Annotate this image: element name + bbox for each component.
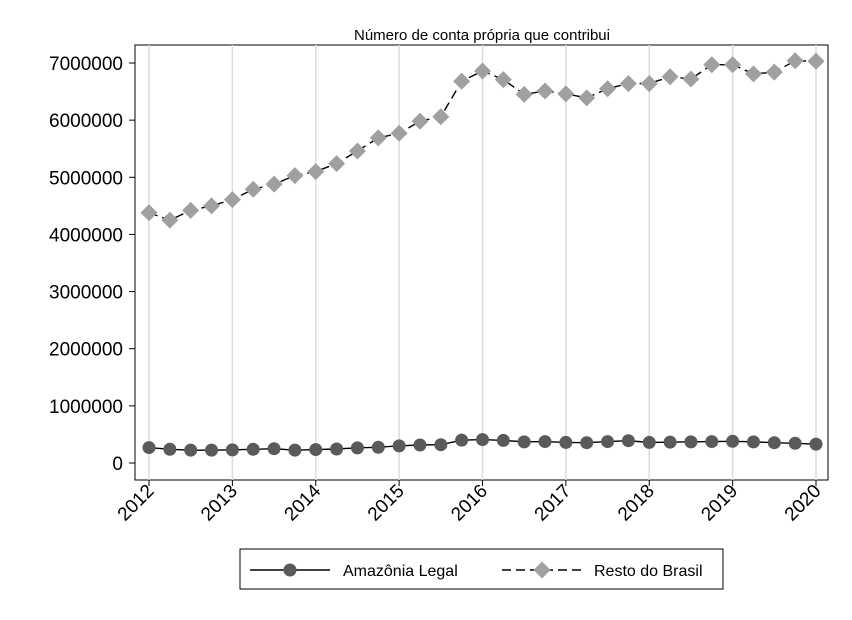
data-point bbox=[474, 62, 491, 80]
chart-title: Número de conta própria que contribui bbox=[354, 27, 610, 44]
data-point bbox=[765, 63, 783, 81]
series-amazonia-legal bbox=[142, 433, 823, 457]
data-point bbox=[619, 75, 637, 93]
data-point bbox=[184, 443, 198, 457]
data-point bbox=[246, 442, 260, 456]
x-tick-label: 2015 bbox=[364, 481, 409, 526]
data-point bbox=[453, 72, 471, 90]
data-point bbox=[809, 437, 823, 451]
data-point bbox=[642, 435, 656, 449]
plot-area bbox=[134, 44, 829, 481]
legend-marker bbox=[283, 563, 297, 577]
data-point bbox=[392, 439, 406, 453]
data-point bbox=[517, 435, 531, 449]
y-tick-label: 2000000 bbox=[49, 340, 123, 361]
y-tick-label: 0 bbox=[112, 454, 123, 475]
data-point bbox=[142, 441, 156, 455]
data-point bbox=[432, 108, 450, 126]
data-point bbox=[267, 442, 281, 456]
data-point bbox=[807, 52, 825, 70]
data-point bbox=[601, 435, 615, 449]
data-point bbox=[580, 436, 594, 450]
data-point bbox=[205, 443, 219, 457]
x-tick-label: 2013 bbox=[197, 481, 242, 526]
grid bbox=[148, 45, 817, 480]
data-point bbox=[244, 180, 262, 198]
data-point bbox=[223, 191, 241, 209]
x-tick-label: 2019 bbox=[697, 481, 742, 526]
data-point bbox=[286, 167, 304, 185]
data-point bbox=[140, 204, 158, 222]
data-point bbox=[494, 71, 512, 89]
data-point bbox=[182, 201, 200, 219]
data-point bbox=[788, 436, 802, 450]
data-point bbox=[767, 436, 781, 450]
data-point bbox=[663, 435, 677, 449]
data-point bbox=[369, 129, 387, 147]
data-point bbox=[434, 438, 448, 452]
data-point bbox=[515, 85, 533, 103]
data-point bbox=[599, 80, 617, 98]
data-point bbox=[661, 68, 679, 86]
data-point bbox=[413, 438, 427, 452]
data-point bbox=[476, 433, 489, 447]
data-point bbox=[640, 75, 658, 93]
legend-box bbox=[239, 548, 724, 590]
data-point bbox=[621, 434, 635, 448]
y-tick-label: 5000000 bbox=[49, 168, 123, 189]
data-point bbox=[746, 435, 760, 449]
data-point bbox=[744, 65, 762, 83]
legend-label: Resto do Brasil bbox=[594, 563, 703, 580]
x-tick-label: 2012 bbox=[114, 481, 159, 526]
data-point bbox=[371, 440, 385, 454]
x-tick-label: 2018 bbox=[614, 481, 659, 526]
data-point bbox=[161, 211, 179, 229]
data-point bbox=[411, 112, 429, 130]
data-point bbox=[265, 175, 283, 193]
data-point bbox=[225, 443, 239, 457]
y-tick-label: 3000000 bbox=[49, 283, 123, 304]
data-point bbox=[163, 442, 177, 456]
data-point bbox=[309, 443, 323, 457]
x-tick-label: 2014 bbox=[281, 480, 326, 525]
data-point bbox=[786, 52, 804, 70]
data-point bbox=[496, 433, 510, 447]
x-tick-label: 2017 bbox=[531, 481, 576, 526]
data-point bbox=[288, 443, 302, 457]
y-tick-label: 6000000 bbox=[49, 111, 123, 132]
data-point bbox=[536, 82, 554, 100]
x-tick-label: 2020 bbox=[781, 481, 826, 526]
legend-marker bbox=[533, 561, 551, 579]
series-layer bbox=[140, 52, 825, 457]
data-point bbox=[684, 435, 698, 449]
data-point bbox=[578, 89, 596, 107]
legend: Amazônia Legal Resto do Brasil bbox=[239, 548, 724, 590]
data-point bbox=[330, 442, 344, 456]
data-point bbox=[557, 85, 575, 103]
data-point bbox=[455, 433, 469, 447]
data-point bbox=[559, 435, 573, 449]
x-tick-label: 2016 bbox=[447, 481, 492, 526]
data-point bbox=[203, 197, 221, 215]
data-point bbox=[726, 434, 740, 448]
data-point bbox=[703, 56, 721, 74]
data-point bbox=[390, 124, 408, 142]
data-point bbox=[724, 56, 742, 74]
data-point bbox=[682, 70, 700, 88]
data-point bbox=[538, 435, 552, 449]
series-resto-do-brasil bbox=[140, 52, 825, 229]
y-tick-label: 4000000 bbox=[49, 225, 123, 246]
y-tick-label: 7000000 bbox=[49, 54, 123, 75]
data-point bbox=[705, 435, 719, 449]
data-point bbox=[328, 155, 346, 173]
y-tick-label: 1000000 bbox=[49, 397, 123, 418]
legend-label: Amazônia Legal bbox=[343, 563, 458, 580]
data-point bbox=[348, 142, 366, 160]
data-point bbox=[350, 441, 364, 455]
data-point bbox=[307, 163, 325, 181]
